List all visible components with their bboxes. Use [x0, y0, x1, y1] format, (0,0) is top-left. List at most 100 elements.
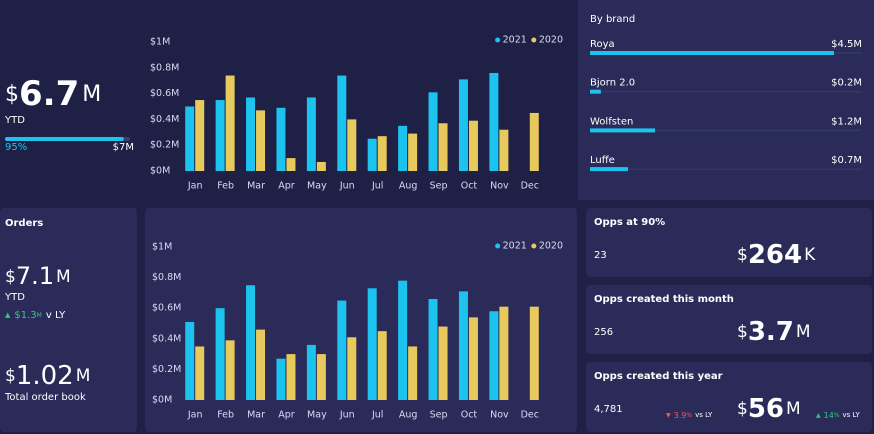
y-tick-label: $0.4M	[150, 114, 179, 125]
opps-title: Opps created this month	[594, 294, 734, 305]
bar	[499, 306, 509, 400]
brand-name: Bjorn 2.0	[590, 78, 635, 89]
orders-value: $7.1 M	[5, 262, 71, 290]
bar	[195, 346, 205, 400]
bar	[377, 331, 387, 400]
y-tick-label: $0.2M	[150, 140, 179, 151]
x-tick-label: Jan	[187, 410, 203, 421]
x-tick-label: Nov	[490, 181, 509, 192]
x-tick-label: May	[307, 410, 327, 421]
x-tick-label: Sep	[430, 410, 448, 421]
currency: $	[5, 267, 16, 287]
legend-label: 2020	[539, 241, 563, 252]
bar	[398, 280, 408, 400]
x-tick-label: Nov	[490, 410, 509, 421]
change: ▲ 14% vs LY	[816, 411, 861, 420]
amount: 56	[748, 394, 784, 424]
x-tick-label: Apr	[278, 410, 295, 421]
bar	[276, 358, 286, 400]
opps-card	[586, 362, 872, 432]
progress-max: $7M	[113, 142, 134, 153]
change-suffix: vs LY	[695, 411, 713, 419]
x-tick-label: Mar	[247, 410, 265, 421]
bar	[408, 346, 418, 400]
change: ▼ 3.9% vs LY	[666, 411, 713, 420]
change-value: 14	[824, 411, 834, 420]
bar	[468, 317, 478, 400]
brand-bar	[590, 51, 834, 55]
bar	[306, 344, 316, 400]
bar	[499, 129, 509, 171]
change: $1.3	[14, 310, 36, 321]
bar	[408, 133, 418, 171]
bar	[458, 291, 468, 400]
unit: M	[37, 312, 42, 319]
bar	[185, 321, 195, 400]
x-tick-label: Dec	[521, 410, 539, 421]
legend-swatch	[495, 37, 501, 43]
opps-count: 4,781	[594, 404, 623, 415]
bar	[438, 326, 448, 400]
bar	[215, 100, 225, 171]
value: 7.1	[16, 262, 54, 290]
bar	[225, 340, 235, 400]
bar	[367, 138, 377, 171]
x-tick-label: Mar	[247, 181, 265, 192]
y-tick-label: $0.8M	[150, 62, 179, 73]
bar	[468, 120, 478, 171]
bar	[316, 161, 326, 171]
arrow: ▼	[666, 412, 671, 419]
currency: $	[737, 245, 748, 265]
opps-title: Opps at 90%	[594, 217, 665, 228]
value: 6.7	[19, 74, 79, 114]
brand-name: Roya	[590, 39, 615, 50]
x-tick-label: Oct	[461, 410, 478, 421]
currency: $	[5, 366, 16, 386]
bar	[428, 299, 438, 400]
legend-swatch	[495, 243, 501, 249]
x-tick-label: May	[307, 181, 327, 192]
currency: $	[737, 322, 748, 342]
legend-swatch	[531, 243, 537, 249]
arrow: ▲	[816, 412, 821, 419]
brand-name: Luffe	[590, 155, 615, 166]
change-unit: %	[686, 412, 692, 419]
bar	[367, 288, 377, 400]
opps-amount: $3.7 M	[737, 317, 811, 347]
x-tick-label: Aug	[399, 410, 418, 421]
y-tick-label: $0M	[150, 166, 170, 177]
x-tick-label: Dec	[521, 181, 539, 192]
bar	[256, 110, 266, 171]
x-tick-label: Feb	[217, 181, 234, 192]
bar	[195, 100, 205, 171]
y-tick-label: $0.6M	[152, 303, 181, 314]
bar	[276, 107, 286, 171]
legend-label: 2021	[503, 241, 527, 252]
brand-name: Wolfsten	[590, 116, 633, 127]
bar	[529, 306, 539, 400]
bar	[225, 75, 235, 171]
x-tick-label: Jul	[371, 410, 383, 421]
opps-title: Opps created this year	[594, 371, 723, 382]
brand-bar	[590, 167, 628, 172]
opps-card	[586, 285, 872, 354]
brand-value: $4.5M	[831, 39, 862, 50]
brand-bar	[590, 128, 656, 133]
bar	[529, 112, 539, 171]
bar	[316, 354, 326, 400]
bar	[489, 72, 499, 171]
suffix: v LY	[46, 310, 66, 321]
bar	[438, 123, 448, 171]
x-tick-label: Sep	[430, 181, 448, 192]
unit: M	[56, 267, 71, 287]
change-value: 3.9	[674, 411, 687, 420]
bar	[337, 300, 347, 400]
ytd-value: $6.7 M	[5, 74, 101, 114]
bar	[347, 119, 357, 171]
x-tick-label: Jun	[339, 410, 355, 421]
legend-swatch	[531, 37, 537, 43]
brand-value: $1.2M	[831, 116, 862, 127]
brand-panel	[578, 0, 874, 200]
bar	[458, 79, 468, 171]
x-tick-label: Aug	[399, 181, 418, 192]
